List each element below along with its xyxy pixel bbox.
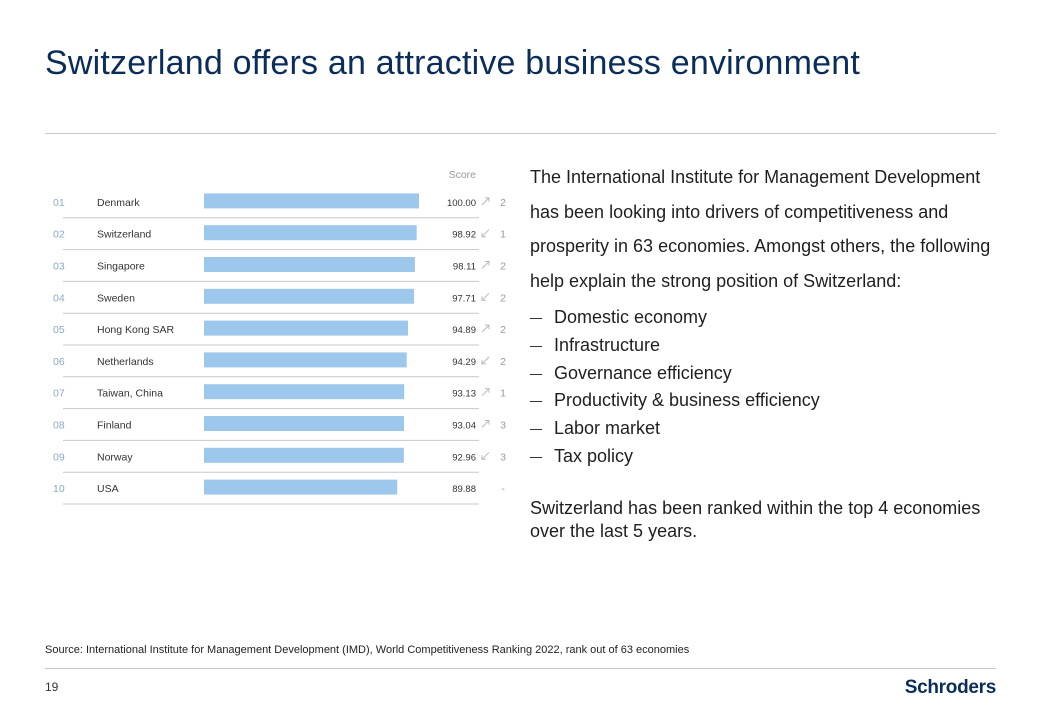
score-value-label: 100.00 <box>447 198 476 209</box>
rank-change-label: 1 <box>500 229 506 241</box>
rank-change-label: 2 <box>500 292 506 304</box>
list-item: Domestic economy <box>530 307 708 327</box>
arrow-up-icon <box>481 261 490 269</box>
score-value-label: 89.88 <box>452 484 476 495</box>
source-note: Source: International Institute for Mana… <box>45 644 690 656</box>
score-value-label: 94.29 <box>452 357 476 368</box>
score-value-label: 94.89 <box>452 325 476 336</box>
score-value-label: 93.04 <box>452 421 476 432</box>
arrow-down-icon <box>481 292 490 301</box>
score-bar <box>204 257 415 272</box>
country-label: USA <box>97 483 119 495</box>
country-label: Hong Kong SAR <box>97 324 174 336</box>
list-item: Governance efficiency <box>530 362 732 383</box>
list-item: Labor market <box>530 418 661 439</box>
rank-label: 05 <box>53 324 65 336</box>
score-bar <box>204 352 407 368</box>
score-bar <box>204 416 405 431</box>
rank-label: 03 <box>53 261 65 273</box>
score-value-label: 92.96 <box>452 452 476 463</box>
rank-label: 04 <box>53 292 65 304</box>
country-label: Norway <box>97 451 133 463</box>
rank-label: 02 <box>53 229 65 241</box>
country-label: Taiwan, China <box>97 388 163 400</box>
text-panel: The International Institute for Manageme… <box>530 160 1000 543</box>
schroders-logo: Schroders <box>904 677 997 698</box>
score-bar <box>204 193 419 209</box>
driver-list: Domestic economy Infrastructure Governan… <box>530 304 1000 471</box>
rank-change-label: - <box>501 483 505 495</box>
list-item: Productivity & business efficiency <box>530 390 820 411</box>
rank-change-label: 3 <box>500 451 506 463</box>
score-value-label: 97.71 <box>452 293 476 304</box>
rank-label: 09 <box>53 451 65 463</box>
rank-label: 10 <box>53 483 65 495</box>
score-bar <box>204 479 398 495</box>
score-bar <box>204 320 409 336</box>
footer-divider <box>45 668 996 669</box>
score-header: Score <box>449 169 477 181</box>
arrow-up-icon <box>481 420 490 428</box>
rank-change-label: 1 <box>500 388 506 400</box>
score-value-label: 93.13 <box>452 389 476 400</box>
score-bar <box>204 384 405 400</box>
rank-change-label: 3 <box>500 420 506 432</box>
country-label: Singapore <box>97 261 145 273</box>
list-item: Infrastructure <box>530 334 661 355</box>
arrow-up-icon <box>481 388 490 397</box>
rank-change-label: 2 <box>500 324 506 336</box>
score-bar <box>204 225 417 241</box>
country-label: Finland <box>97 420 132 432</box>
rank-label: 01 <box>53 197 65 209</box>
score-bar <box>204 288 415 304</box>
score-value-label: 98.92 <box>452 230 476 241</box>
page-title: Switzerland offers an attractive busines… <box>45 44 861 82</box>
country-label: Sweden <box>97 292 135 304</box>
list-item: Tax policy <box>530 445 634 466</box>
rank-change-label: 2 <box>500 197 506 209</box>
country-label: Netherlands <box>97 356 154 368</box>
page-number: 19 <box>45 680 59 694</box>
rank-label: 08 <box>53 420 65 432</box>
arrow-down-icon <box>481 229 490 238</box>
rank-change-label: 2 <box>500 261 506 273</box>
score-value-label: 98.11 <box>453 262 476 273</box>
arrow-up-icon <box>481 197 490 206</box>
rank-label: 06 <box>53 356 65 368</box>
country-label: Denmark <box>97 197 140 209</box>
ranking-bar-chart: Score 01 Denmark 100.00 2 02 Switzerland 98.92 1… <box>53 169 506 505</box>
title-divider <box>45 133 996 134</box>
intro-paragraph: The International Institute for Manageme… <box>530 167 991 291</box>
country-label: Switzerland <box>97 229 151 241</box>
arrow-up-icon <box>481 324 490 333</box>
rank-change-label: 2 <box>500 356 506 368</box>
arrow-down-icon <box>481 356 490 365</box>
arrow-down-icon <box>481 451 490 460</box>
rank-label: 07 <box>53 388 65 400</box>
closing-paragraph: Switzerland has been ranked within the t… <box>530 497 981 541</box>
score-bar <box>204 447 404 463</box>
